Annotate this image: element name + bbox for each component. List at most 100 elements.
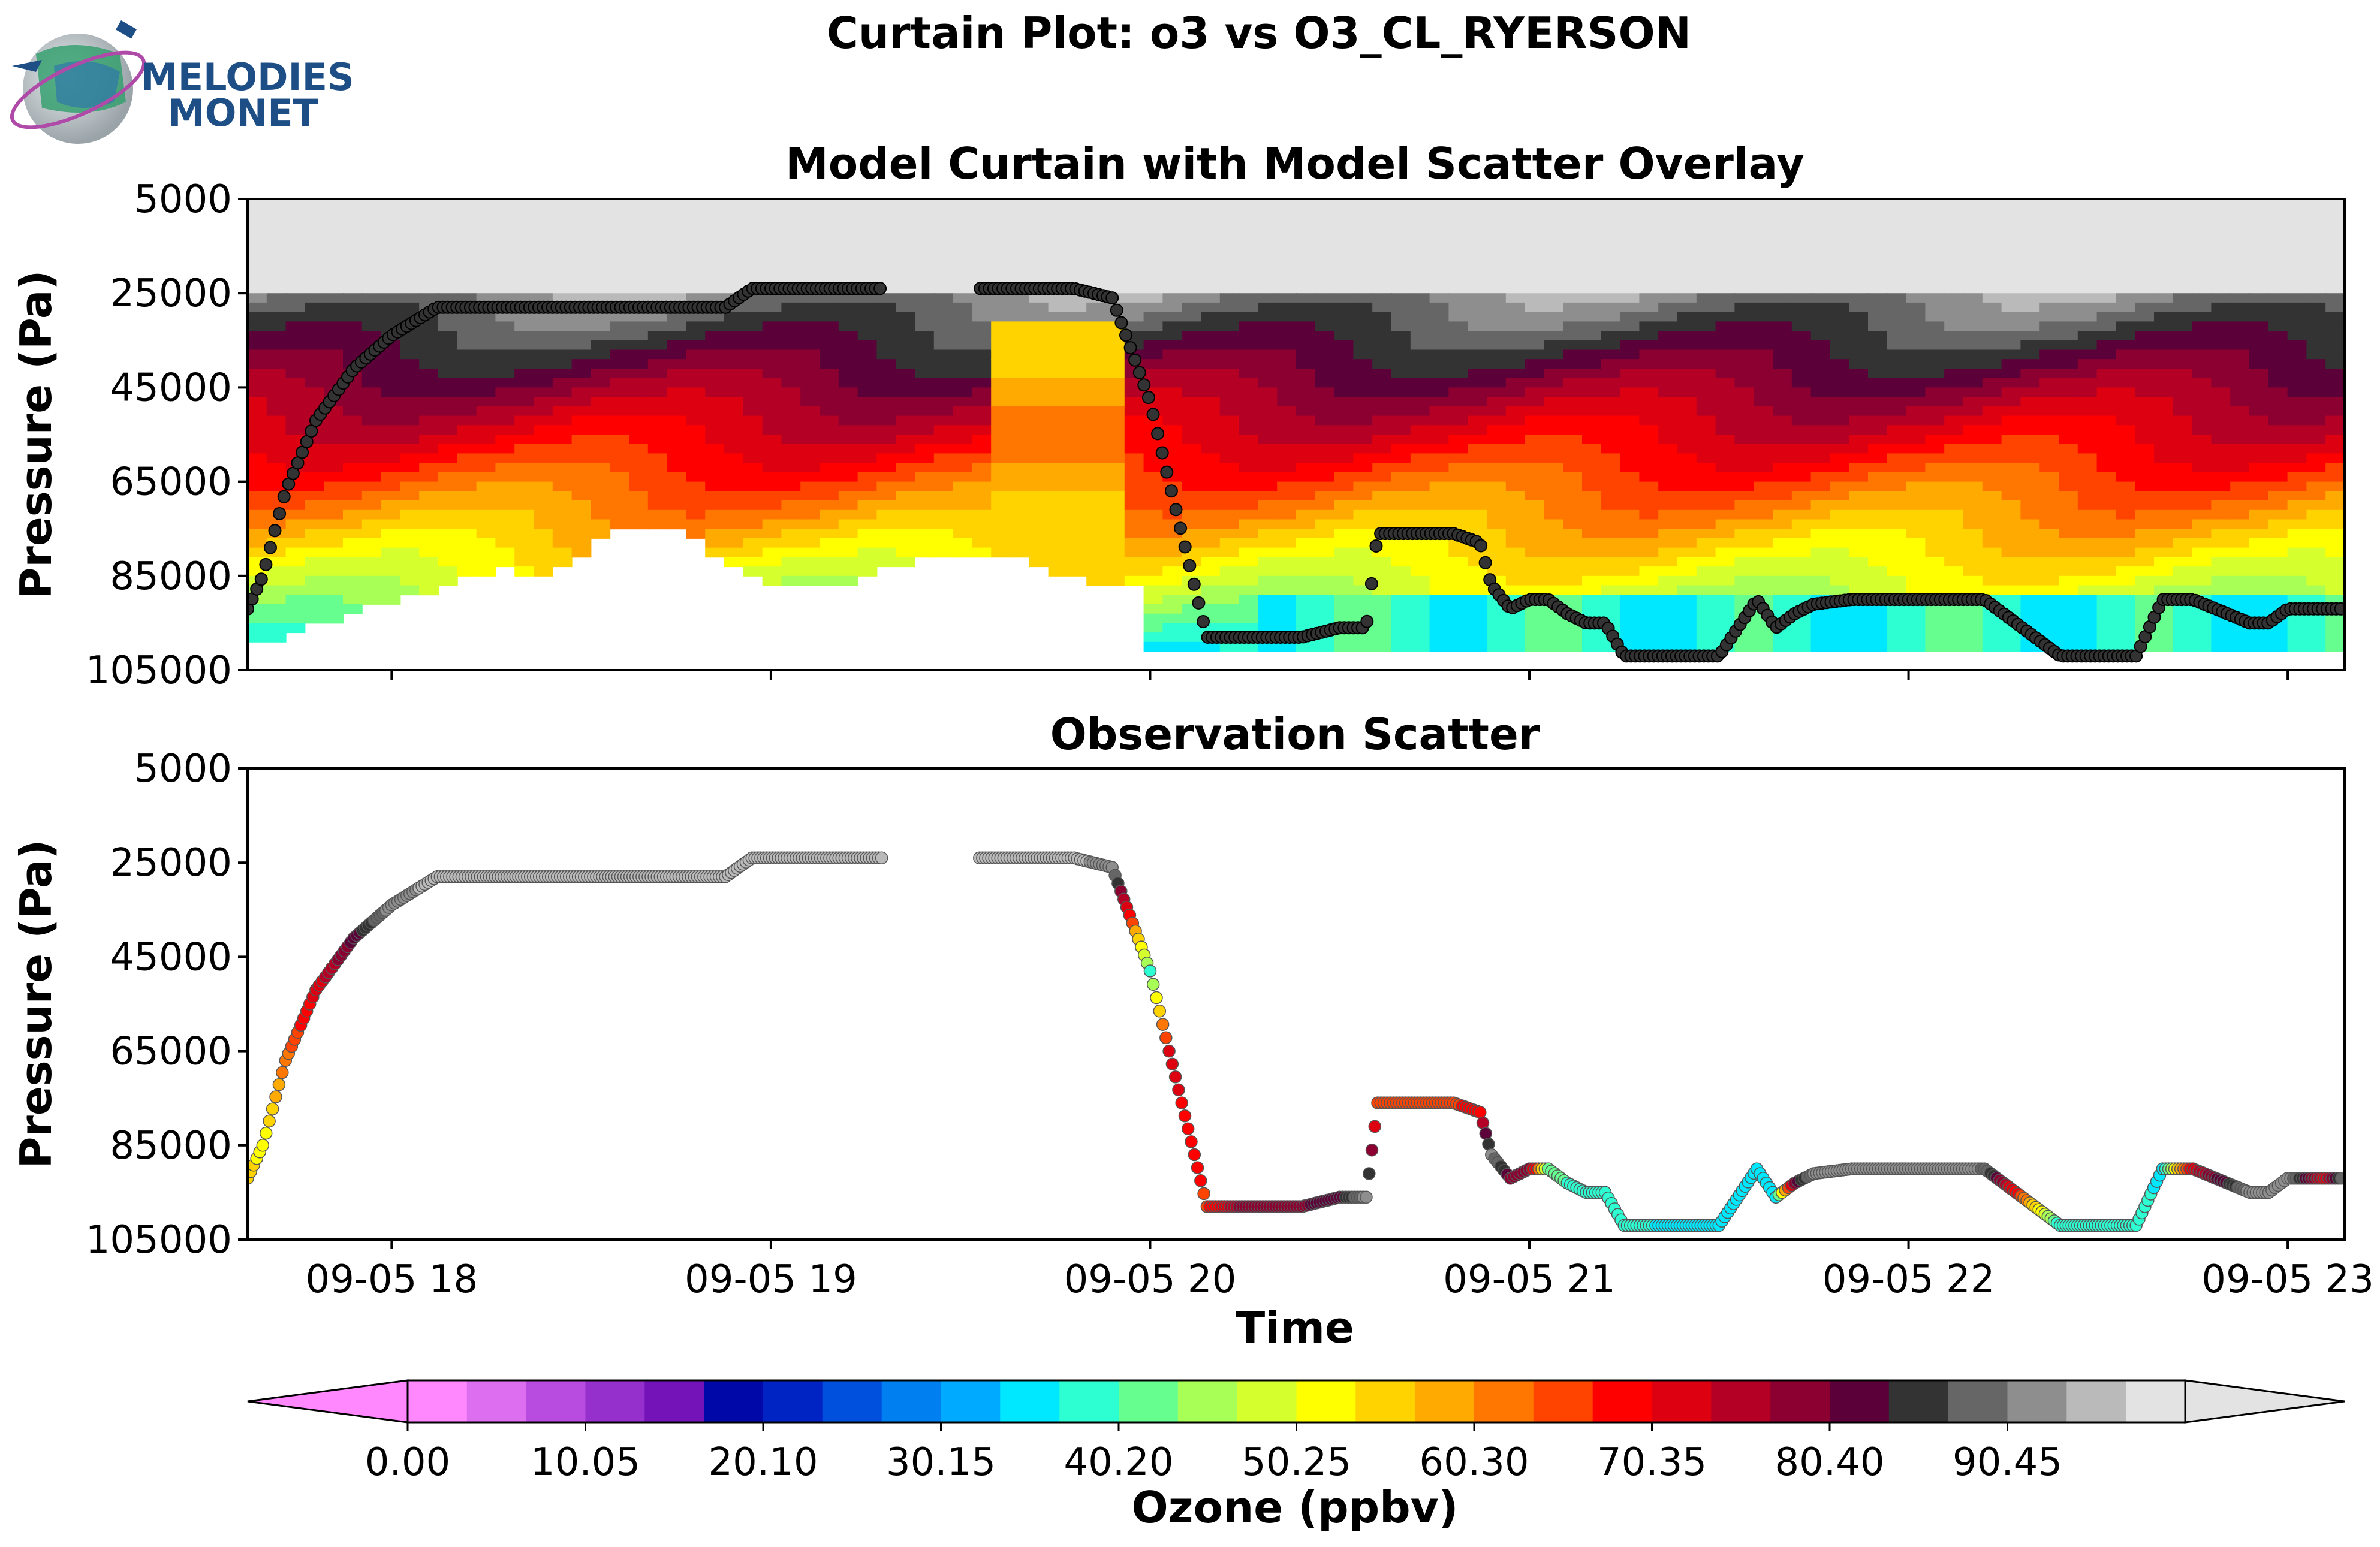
curtain-cell <box>1010 529 1030 539</box>
curtain-cell <box>1563 444 1583 454</box>
curtain-cell <box>1505 331 1526 341</box>
curtain-cell <box>1715 575 1736 586</box>
curtain-cell <box>381 453 401 464</box>
curtain-cell <box>419 472 439 483</box>
curtain-cell <box>705 491 725 501</box>
curtain-cell <box>1696 397 1716 407</box>
curtain-cell <box>1754 321 1773 332</box>
curtain-cell <box>1201 463 1221 473</box>
curtain-cell <box>1315 509 1335 520</box>
curtain-cell <box>2116 340 2136 351</box>
curtain-cell <box>2268 472 2288 483</box>
curtain-cell <box>1353 538 1373 548</box>
curtain-cell <box>1010 378 1030 388</box>
curtain-cell <box>838 557 858 568</box>
curtain-cell <box>1544 349 1564 360</box>
curtain-cell <box>2001 547 2022 558</box>
curtain-cell <box>876 378 897 388</box>
curtain-cell <box>1468 472 1487 483</box>
curtain-cell <box>1982 500 2002 511</box>
curtain-cell <box>457 349 477 360</box>
curtain-cell <box>1067 453 1087 464</box>
curtain-cell <box>1810 472 1831 483</box>
curtain-cell <box>1239 293 1259 303</box>
curtain-cell <box>1048 331 1068 341</box>
curtain-cell <box>647 463 668 473</box>
curtain-cell <box>2230 585 2250 596</box>
curtain-cell <box>1525 349 1545 360</box>
curtain-cell <box>1219 293 1240 303</box>
curtain-cell <box>514 425 534 435</box>
curtain-cell <box>514 293 534 303</box>
curtain-cell <box>647 397 668 407</box>
curtain-cell <box>2039 331 2059 341</box>
curtain-cell <box>762 519 782 530</box>
curtain-cell <box>1639 529 1659 539</box>
curtain-cell <box>1296 349 1316 360</box>
curtain-cell <box>2287 387 2307 398</box>
curtain-cell <box>991 425 1011 435</box>
curtain-cell <box>1963 302 1983 313</box>
curtain-cell <box>762 444 782 454</box>
curtain-cell <box>1906 529 1926 539</box>
curtain-cell <box>2001 481 2022 492</box>
curtain-cell <box>724 472 744 483</box>
curtain-cell <box>1429 613 1450 624</box>
curtain-cell <box>800 415 820 426</box>
curtain-cell <box>361 406 382 417</box>
curtain-cell <box>1296 585 1316 596</box>
obs-point <box>1162 1044 1176 1058</box>
curtain-cell <box>1067 491 1087 501</box>
curtain-cell <box>438 293 458 303</box>
curtain-cell <box>1410 415 1430 426</box>
curtain-cell <box>1086 509 1106 520</box>
curtain-cell <box>1334 481 1354 492</box>
curtain-cell <box>1182 472 1201 483</box>
curtain-cell <box>896 378 915 388</box>
curtain-cell <box>2096 500 2117 511</box>
curtain-cell <box>248 378 267 388</box>
obs-point <box>1368 1120 1382 1133</box>
curtain-cell <box>781 463 802 473</box>
curtain-cell <box>2116 529 2136 539</box>
curtain-cell <box>2211 529 2231 539</box>
curtain-cell <box>1791 491 1812 501</box>
curtain-cell <box>1791 378 1812 388</box>
curtain-cell <box>1334 509 1354 520</box>
curtain-cell <box>1601 557 1621 568</box>
curtain-cell <box>1658 463 1678 473</box>
curtain-cell <box>305 369 325 379</box>
obs-point <box>1191 1161 1204 1174</box>
curtain-cell <box>1906 293 1926 303</box>
curtain-cell <box>438 472 458 483</box>
curtain-cell <box>1201 425 1221 435</box>
curtain-cell <box>705 519 725 530</box>
curtain-cell <box>647 349 668 360</box>
curtain-cell <box>1639 425 1659 435</box>
curtain-cell <box>667 509 687 520</box>
curtain-cell <box>705 312 725 322</box>
curtain-cell <box>2039 349 2059 360</box>
curtain-cell <box>1468 519 1487 530</box>
curtain-cell <box>972 312 992 322</box>
curtain-cell <box>610 397 629 407</box>
curtain-cell <box>2173 529 2193 539</box>
curtain-cell <box>820 340 839 351</box>
curtain-cell <box>953 369 973 379</box>
curtain-cell <box>2192 435 2212 445</box>
curtain-cell <box>324 463 344 473</box>
curtain-cell <box>1391 585 1411 596</box>
curtain-cell <box>1487 302 1507 313</box>
curtain-cell <box>1925 312 1945 322</box>
curtain-cell <box>1810 453 1831 464</box>
curtain-cell <box>457 519 477 530</box>
curtain-cell <box>2325 632 2345 643</box>
curtain-cell <box>1601 509 1621 520</box>
curtain-cell <box>1582 340 1602 351</box>
curtain-cell <box>495 481 516 492</box>
curtain-cell <box>305 585 325 596</box>
curtain-cell <box>2077 463 2098 473</box>
curtain-cell <box>1468 349 1487 360</box>
curtain-cell <box>781 369 802 379</box>
obs-point <box>2334 1172 2345 1185</box>
